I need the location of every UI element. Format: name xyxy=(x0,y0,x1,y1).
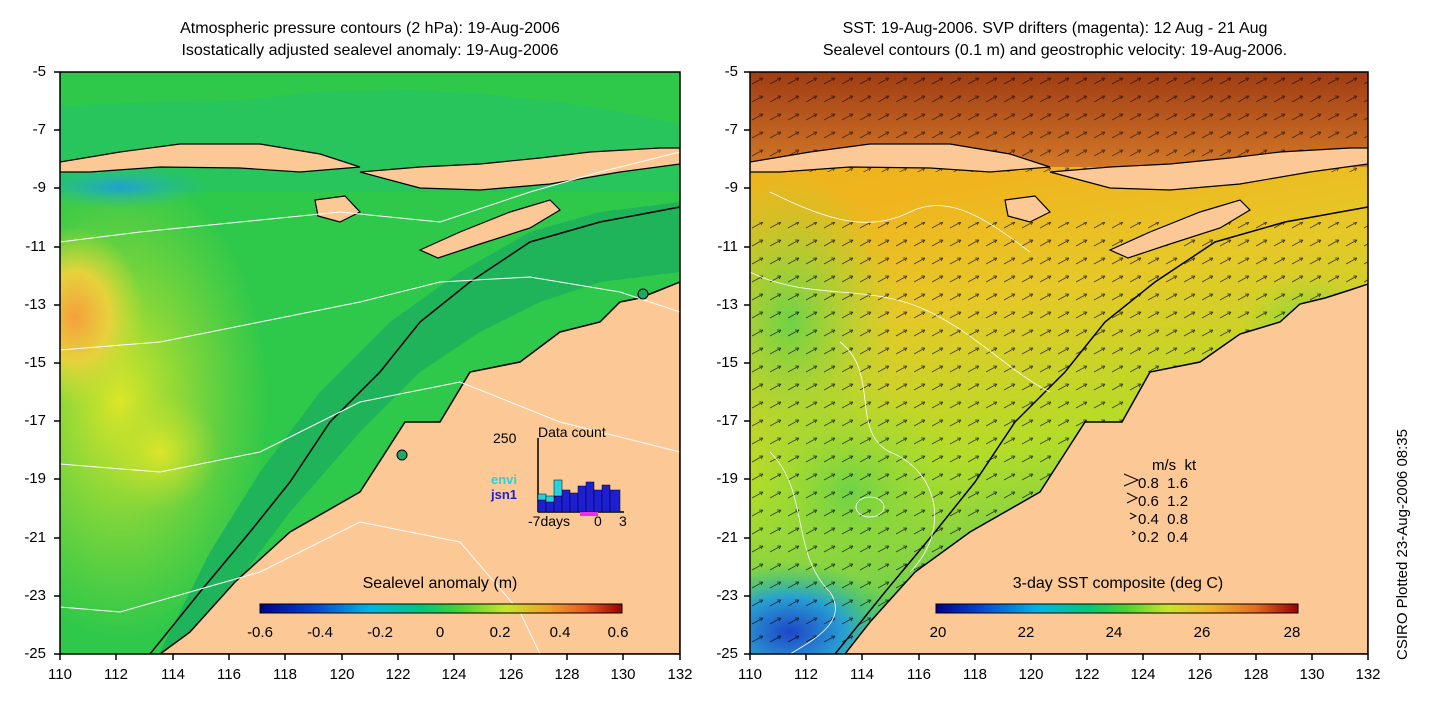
inset-ymax: 250 xyxy=(493,430,517,446)
left-title-line1: Atmospheric pressure contours (2 hPa): 1… xyxy=(180,20,560,37)
right-map-canvas xyxy=(750,72,1368,654)
java-bali-land xyxy=(60,143,361,173)
sumba-land xyxy=(314,195,361,223)
vector-legend-row: 0.8 1.6 xyxy=(1138,475,1189,492)
left-title-line2: Isostatically adjusted sealevel anomaly:… xyxy=(181,42,559,59)
vector-legend-row: 0.4 0.8 xyxy=(1138,511,1189,528)
inset-series-envi: envi xyxy=(491,472,518,487)
right-axes-frame xyxy=(744,71,1369,660)
vector-legend-row: 0.2 0.4 xyxy=(1138,529,1189,546)
left-axes-frame xyxy=(54,71,681,660)
australia-land-right xyxy=(844,283,1368,654)
inset-x-mid: 0 xyxy=(594,513,602,529)
right-title-line2: Sealevel contours (0.1 m) and geostrophi… xyxy=(822,42,1288,59)
inset-series-jsn1: jsn1 xyxy=(491,487,518,502)
lesser-sunda-land xyxy=(359,147,680,191)
left-colorbar-label: Sealevel anomaly (m) xyxy=(362,575,518,592)
left-colorbar xyxy=(259,603,623,614)
timor-land-right xyxy=(1108,199,1251,259)
vector-legend-header: m/s kt xyxy=(1152,457,1197,474)
sumba-land-right xyxy=(1004,195,1051,223)
vector-legend-row: 0.6 1.2 xyxy=(1138,493,1189,510)
australia-land xyxy=(158,281,680,654)
java-bali-land-right xyxy=(750,143,1051,173)
north-islands-land xyxy=(60,72,680,124)
timor-land xyxy=(418,199,561,259)
inset-title: Data count xyxy=(538,424,606,440)
right-title-line1: SST: 19-Aug-2006. SVP drifters (magenta)… xyxy=(842,20,1268,37)
inset-x-right: 3 xyxy=(619,513,627,529)
right-colorbar xyxy=(935,603,1299,614)
lesser-sunda-land-right xyxy=(1049,147,1368,191)
left-map-canvas xyxy=(60,72,680,654)
right-colorbar-label: 3-day SST composite (deg C) xyxy=(1012,575,1224,592)
left-sealevel-map xyxy=(60,72,680,654)
vector-legend-arrows xyxy=(1123,473,1140,536)
plot-credit: CSIRO Plotted 23-Aug-2006 08:35 xyxy=(1394,429,1411,660)
inset-x-left: -7days xyxy=(528,513,571,529)
data-count-inset xyxy=(537,438,624,516)
right-sst-map xyxy=(750,72,1368,654)
